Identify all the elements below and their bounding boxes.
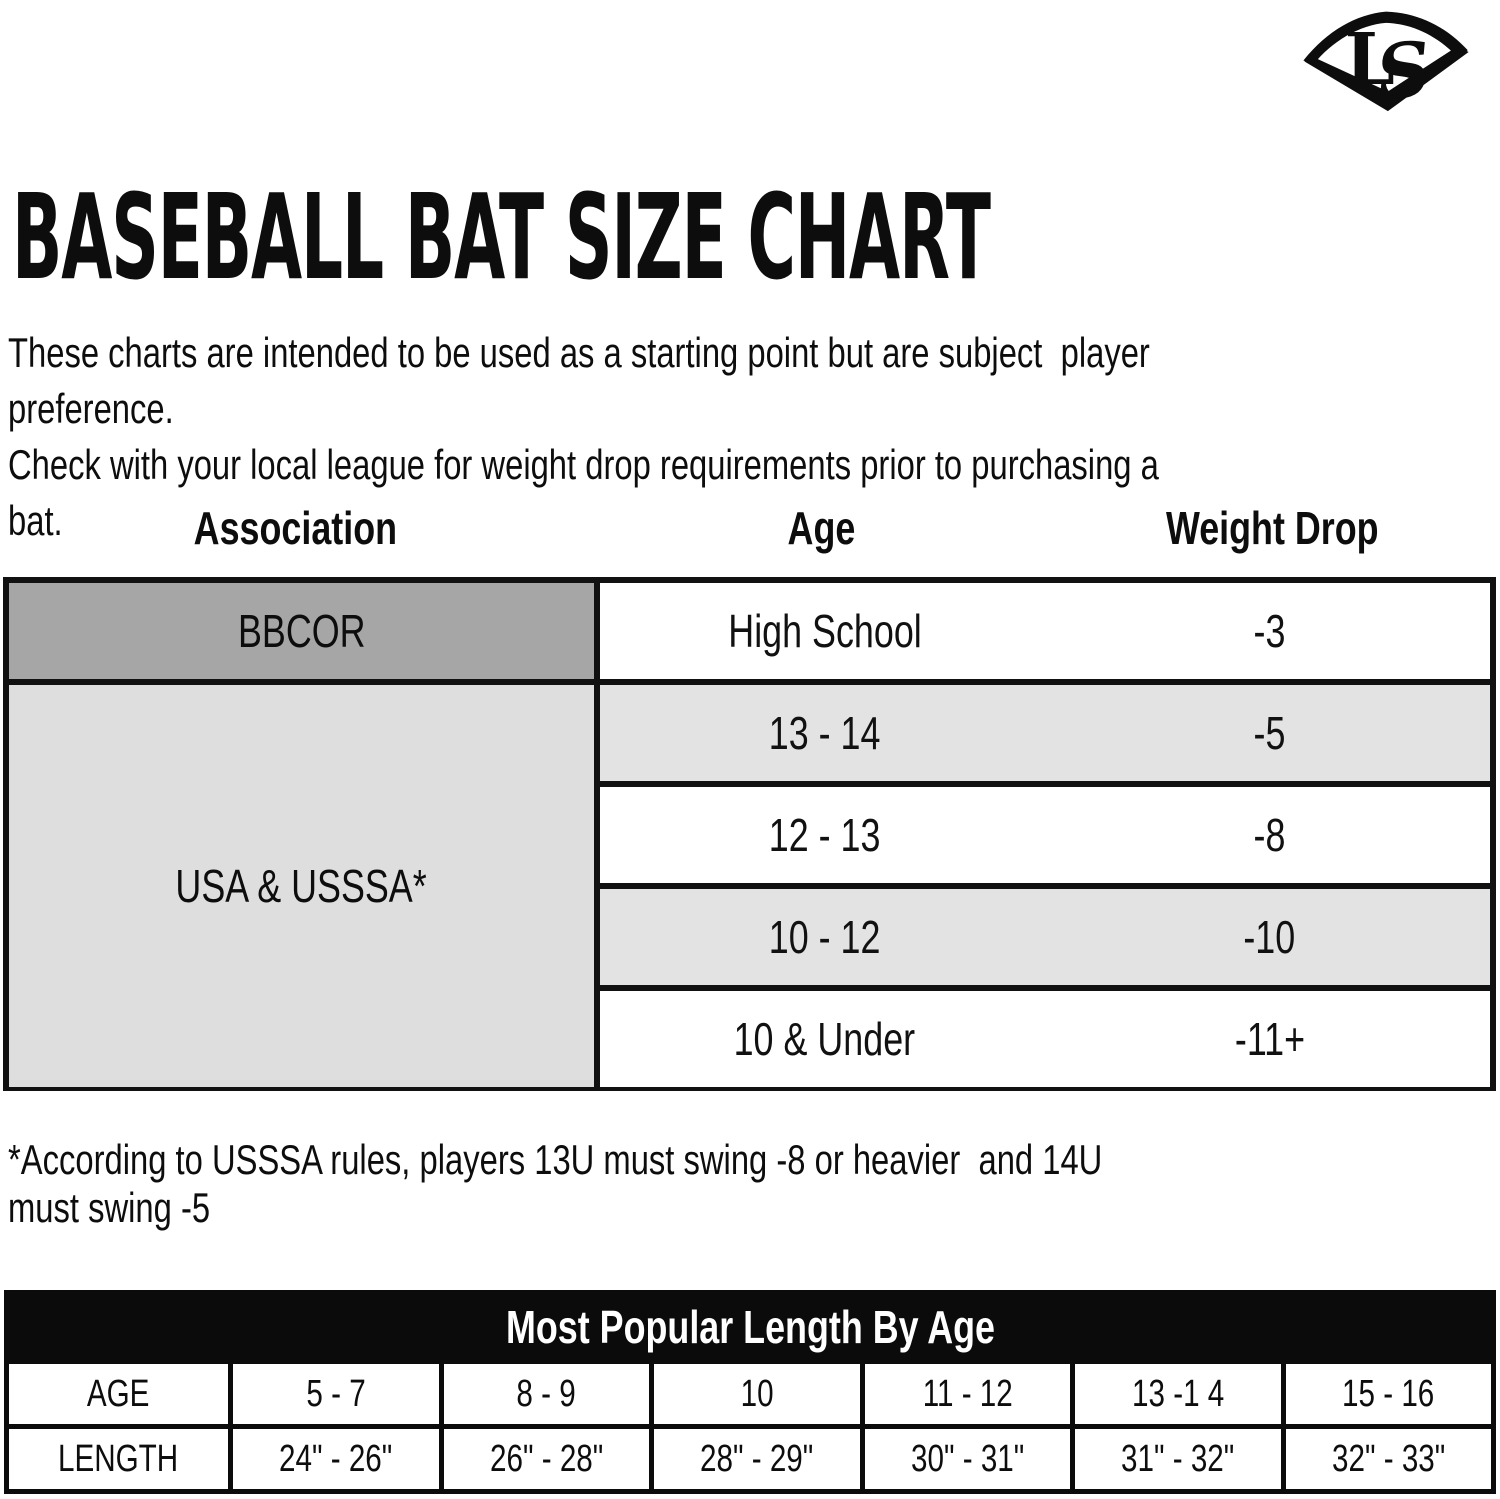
popular-length-title: Most Popular Length By Age [9, 1295, 1491, 1359]
length-cell-0: 24" - 26" [233, 1429, 439, 1489]
header-age: Age [787, 502, 856, 554]
cell-drop-10-12: -10 [1243, 911, 1296, 963]
cell-age-10-under: 10 & Under [733, 1013, 916, 1065]
age-cell-3: 11 - 12 [864, 1364, 1070, 1424]
length-cell-3: 30" - 31" [864, 1429, 1070, 1489]
intro-line-1: These charts are intended to be used as … [8, 329, 1159, 432]
logo-letter-l: L [1345, 17, 1395, 101]
table-row-10-12: 10 - 12 -10 [600, 889, 1490, 985]
cell-association-usa-usssa: USA & USSSA* [9, 685, 594, 1087]
length-cell-4: 31" - 32" [1075, 1429, 1281, 1489]
popular-length-table: Most Popular Length By Age AGE 5 - 7 8 -… [4, 1290, 1496, 1494]
intro-line-2: Check with your local league for weight … [8, 440, 1168, 544]
page-title: BASEBALL BAT SIZE CHART [12, 168, 991, 306]
age-cell-0: 5 - 7 [233, 1364, 439, 1424]
cell-drop-12-13: -8 [1253, 809, 1286, 861]
header-association: Association [193, 502, 398, 554]
table-row-high-school: High School -3 [600, 583, 1490, 679]
length-row-header-length: LENGTH [9, 1429, 228, 1489]
cell-age-13-14: 13 - 14 [768, 707, 881, 759]
intro-text: These charts are intended to be used as … [8, 325, 1498, 548]
table-row-10-under: 10 & Under -11+ [600, 991, 1490, 1087]
age-cell-1: 8 - 9 [443, 1364, 649, 1424]
age-cell-2: 10 [654, 1364, 860, 1424]
usssa-footnote: *According to USSSA rules, players 13U m… [8, 1136, 1112, 1231]
cell-drop-10-under: -11+ [1234, 1013, 1305, 1065]
size-table-headers: Association Age Weight Drop [3, 492, 1496, 564]
cell-age-12-13: 12 - 13 [768, 809, 881, 861]
cell-drop-high-school: -3 [1253, 605, 1286, 657]
header-weight-drop: Weight Drop [1166, 502, 1380, 554]
louisville-slugger-logo: L S [1296, 6, 1476, 118]
cell-drop-13-14: -5 [1253, 707, 1286, 759]
table-row-12-13: 12 - 13 -8 [600, 787, 1490, 883]
length-row-header-age: AGE [9, 1364, 228, 1424]
age-cell-5: 15 - 16 [1285, 1364, 1491, 1424]
length-cell-1: 26" - 28" [443, 1429, 649, 1489]
length-cell-2: 28" - 29" [654, 1429, 860, 1489]
length-cell-5: 32" - 33" [1285, 1429, 1491, 1489]
logo-letter-s: S [1372, 23, 1435, 114]
cell-age-10-12: 10 - 12 [768, 911, 881, 963]
cell-age-high-school: High School [727, 605, 922, 657]
age-cell-4: 13 -1 4 [1075, 1364, 1281, 1424]
bat-size-table: BBCOR High School -3 USA & USSSA* 13 - 1… [3, 577, 1496, 1091]
cell-association-bbcor: BBCOR [9, 583, 594, 679]
table-row-13-14: 13 - 14 -5 [600, 685, 1490, 781]
ls-diamond-icon: L S [1303, 11, 1469, 118]
